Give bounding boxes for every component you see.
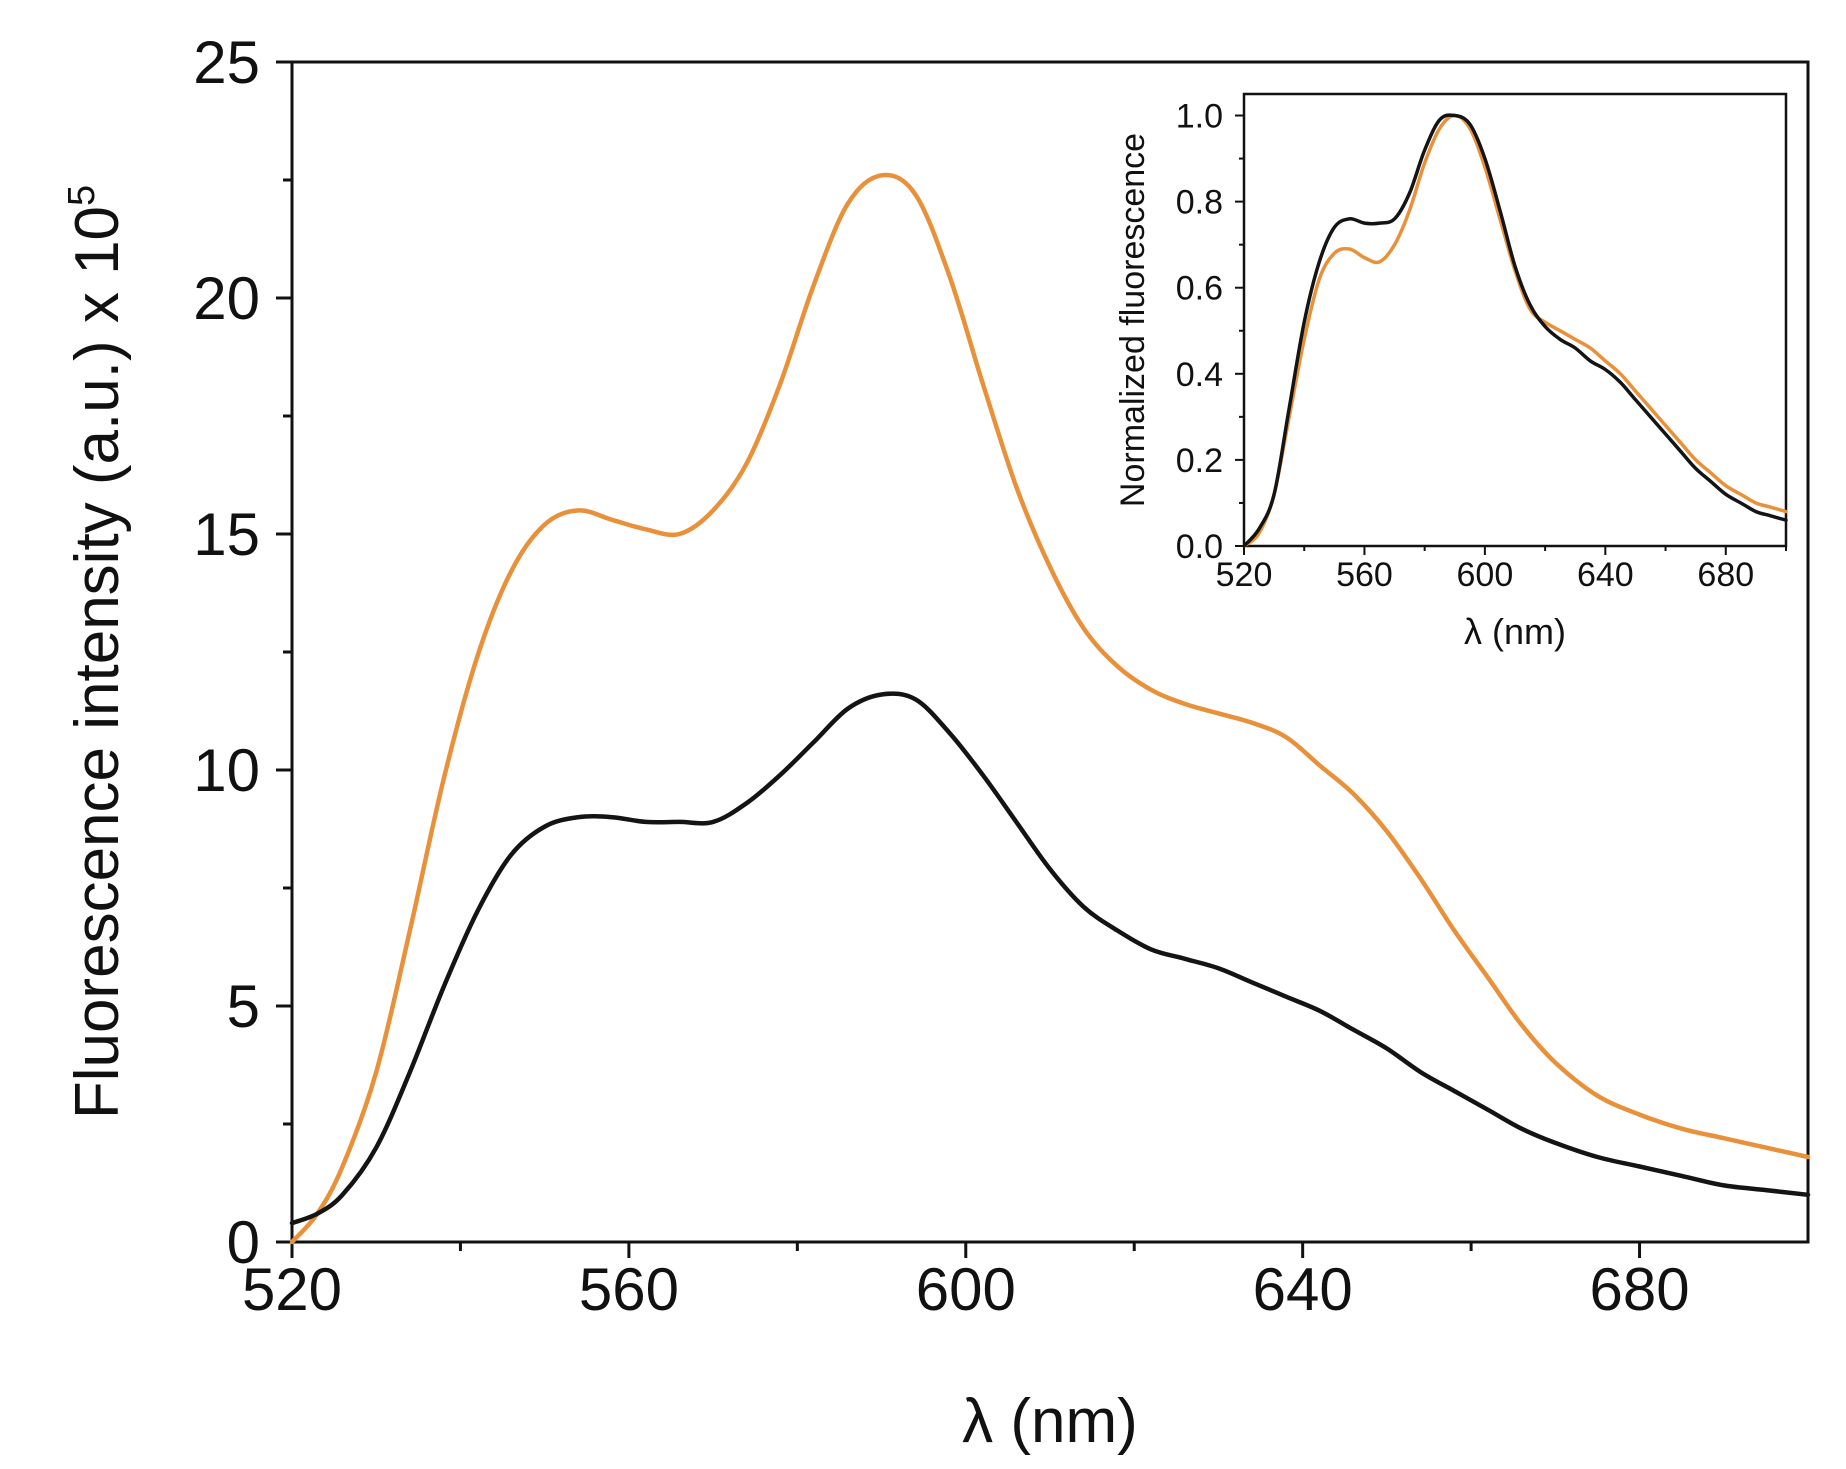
main-y-tick-label-0: 0 <box>227 1209 260 1276</box>
inset-series-black <box>1242 113 1788 548</box>
inset-x-tick-label-600: 600 <box>1457 556 1514 594</box>
inset-y-tick-label-1.0: 1.0 <box>1176 98 1223 136</box>
main-x-tick-label-520: 520 <box>242 1256 342 1323</box>
inset-x-tick-label-560: 560 <box>1336 556 1393 594</box>
inset-x-axis-label: λ (nm) <box>1464 611 1566 652</box>
inset-chart: 520 560 600 640 680 0.0 0.2 0.4 0.6 0.8 1.0 λ (nm)… <box>1114 92 1788 652</box>
main-series-orange <box>289 172 1811 1245</box>
inset-y-tick-label-0.4: 0.4 <box>1176 356 1223 394</box>
main-x-axis-label: λ (nm) <box>962 1387 1138 1456</box>
main-y-axis-label-text: Fluorescence intensity (a.u.) x 10 <box>63 206 132 1119</box>
main-x-tick-label-560: 560 <box>579 1256 679 1323</box>
inset-y-tick-label-0.0: 0.0 <box>1176 528 1223 566</box>
inset-ticks: 520 560 600 640 680 0.0 0.2 0.4 0.6 0.8 1.0 <box>1176 98 1787 594</box>
inset-series <box>1242 113 1788 548</box>
main-x-tick-label-640: 640 <box>1253 1256 1353 1323</box>
main-plot-frame <box>290 60 1810 1244</box>
main-y-tick-label-15: 15 <box>193 501 260 568</box>
inset-y-tick-label-0.2: 0.2 <box>1176 442 1223 480</box>
main-x-tick-label-680: 680 <box>1590 1256 1690 1323</box>
inset-series-orange <box>1242 113 1788 548</box>
main-series-black <box>289 691 1811 1226</box>
inset-x-tick-label-680: 680 <box>1697 556 1754 594</box>
main-y-tick-label-5: 5 <box>227 973 260 1040</box>
main-y-tick-label-25: 25 <box>193 29 260 96</box>
main-y-tick-label-20: 20 <box>193 265 260 332</box>
inset-y-axis-label: Normalized fluorescence <box>1114 133 1152 507</box>
main-y-axis-label: Fluorescence intensity (a.u.) x 105 <box>61 185 132 1119</box>
inset-plot-frame <box>1242 92 1788 548</box>
inset-y-tick-label-0.8: 0.8 <box>1176 184 1223 222</box>
main-series <box>289 172 1811 1245</box>
inset-x-tick-label-640: 640 <box>1577 556 1634 594</box>
inset-x-tick-label-520: 520 <box>1216 556 1273 594</box>
main-chart: 520 560 600 640 680 0 5 10 15 20 25 λ (nm) Fluores… <box>61 29 1811 1456</box>
main-ticks: 520 560 600 640 680 0 5 10 15 20 25 <box>193 29 1689 1323</box>
inset-y-tick-label-0.6: 0.6 <box>1176 270 1223 308</box>
main-y-tick-label-10: 10 <box>193 737 260 804</box>
main-y-axis-label-exponent: 5 <box>61 185 103 206</box>
main-x-tick-label-600: 600 <box>916 1256 1016 1323</box>
